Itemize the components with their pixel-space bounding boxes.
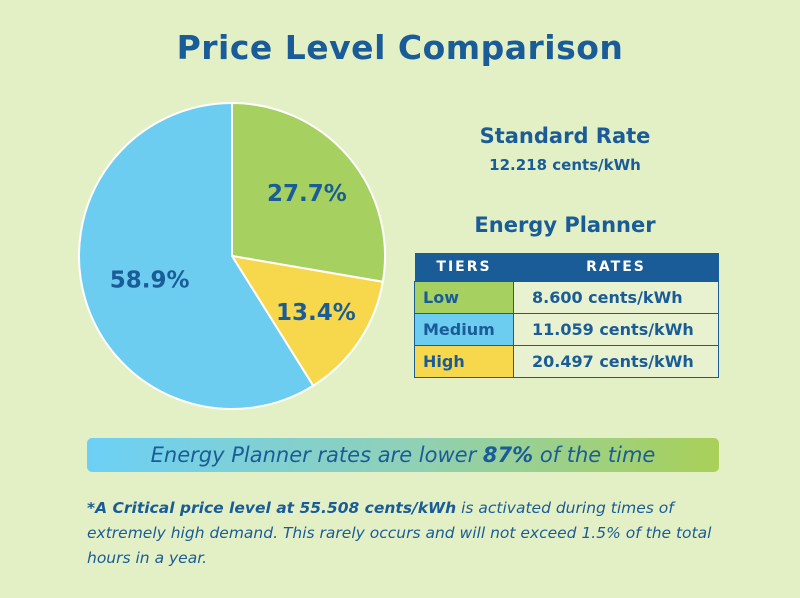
pie-label-high: 13.4% <box>276 300 356 326</box>
page-title: Price Level Comparison <box>176 28 624 67</box>
banner-text-before: Energy Planner rates are lower <box>150 443 483 467</box>
table-row: High 20.497 cents/kWh <box>414 345 719 378</box>
table-row: Medium 11.059 cents/kWh <box>414 313 719 346</box>
footnote-bold: *A Critical price level at 55.508 cents/… <box>87 499 457 517</box>
pie-slice-low <box>231 101 386 283</box>
savings-banner: Energy Planner rates are lower 87% of th… <box>87 438 719 472</box>
rate-medium: 11.059 cents/kWh <box>513 313 719 346</box>
rates-table: TIERS RATES Low 8.600 cents/kWh Medium 1… <box>414 253 719 378</box>
footnote: *A Critical price level at 55.508 cents/… <box>87 496 747 571</box>
banner-text-after: of the time <box>533 443 656 467</box>
pie-label-medium: 58.9% <box>110 268 190 294</box>
table-row: Low 8.600 cents/kWh <box>414 281 719 314</box>
footnote-rest: is activated during times of extremely h… <box>87 499 712 567</box>
banner-highlight: 87% <box>482 443 534 467</box>
tier-medium: Medium <box>414 313 514 346</box>
pie-label-low: 27.7% <box>267 181 347 207</box>
tiers-header: TIERS <box>414 253 514 282</box>
standard-rate-value: 12.218 cents/kWh <box>489 156 641 174</box>
rate-low: 8.600 cents/kWh <box>513 281 719 314</box>
standard-rate-title: Standard Rate <box>479 124 651 148</box>
table-header-row: TIERS RATES <box>414 253 719 282</box>
rates-header: RATES <box>513 253 719 282</box>
rate-high: 20.497 cents/kWh <box>513 345 719 378</box>
tier-low: Low <box>414 281 514 314</box>
pie-slice-medium <box>78 101 315 410</box>
pie-chart: 27.7% 13.4% 58.9% <box>78 101 386 410</box>
pie-slice-high <box>229 254 384 388</box>
tier-high: High <box>414 345 514 378</box>
energy-planner-title: Energy Planner <box>474 213 656 237</box>
